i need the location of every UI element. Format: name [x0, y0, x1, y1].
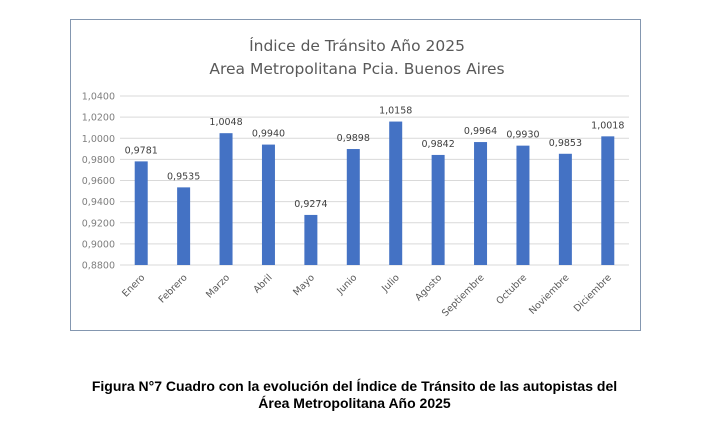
- data-label: 0,9781: [125, 145, 158, 156]
- data-label: 0,9898: [337, 133, 370, 144]
- x-tick-label: Junio: [334, 272, 359, 297]
- chart-title-line-1: Índice de Tránsito Año 2025: [249, 36, 465, 55]
- bars: [134, 121, 615, 265]
- bar: [389, 121, 403, 265]
- data-label: 0,9940: [252, 129, 285, 140]
- x-tick-label: Septiembre: [440, 272, 487, 319]
- x-tick-label: Mayo: [291, 272, 317, 298]
- x-axis-ticks: Enero Febrero Marzo Abril Mayo Junio Julio Agos…: [120, 272, 614, 319]
- caption-line-1: Figura N°7 Cuadro con la evolución del Í…: [91, 378, 618, 394]
- data-label: 0,9535: [167, 171, 200, 182]
- x-tick-label: Enero: [120, 272, 147, 299]
- data-label: 1,0158: [379, 106, 412, 117]
- bar: [601, 136, 615, 265]
- data-label: 1,0048: [209, 117, 242, 128]
- data-labels: 0,9781 0,9535 1,0048 0,9940 0,9274 0,9898 1,01…: [125, 106, 625, 210]
- x-tick-label: Diciembre: [572, 272, 614, 314]
- x-tick-label: Abril: [251, 272, 274, 295]
- y-tick-label: 1,0400: [82, 92, 115, 103]
- y-tick-label: 0,9200: [82, 218, 115, 229]
- chart-container: Índice de Tránsito Año 2025 Area Metropo…: [70, 19, 641, 331]
- bar: [177, 187, 191, 265]
- bar: [558, 153, 572, 265]
- bar: [261, 144, 275, 265]
- bar: [516, 145, 530, 265]
- data-label: 1,0018: [591, 120, 624, 131]
- x-tick-label: Noviembre: [527, 272, 572, 317]
- y-tick-label: 1,0000: [82, 134, 115, 145]
- gridlines: [120, 95, 629, 266]
- data-label: 0,9274: [294, 199, 327, 210]
- figure-caption: Figura N°7 Cuadro con la evolución del Í…: [0, 378, 709, 412]
- bar: [431, 154, 445, 265]
- data-label: 0,9853: [549, 138, 582, 149]
- x-tick-label: Febrero: [157, 272, 190, 305]
- bar: [474, 142, 488, 265]
- y-tick-label: 0,9400: [82, 197, 115, 208]
- bar-chart: Índice de Tránsito Año 2025 Area Metropo…: [82, 36, 629, 319]
- y-tick-label: 0,9600: [82, 176, 115, 187]
- chart-title-line-2: Area Metropolitana Pcia. Buenos Aires: [209, 60, 504, 78]
- y-axis-ticks: 0,8800 0,9000 0,9200 0,9400 0,9600 0,9800 1,00…: [82, 92, 115, 272]
- y-tick-label: 0,8800: [82, 261, 115, 272]
- bar: [134, 161, 148, 265]
- y-tick-label: 1,0200: [82, 113, 115, 124]
- data-label: 0,9964: [464, 126, 497, 137]
- data-label: 0,9842: [422, 139, 455, 150]
- bar: [346, 149, 360, 265]
- y-tick-label: 0,9000: [82, 239, 115, 250]
- y-tick-label: 0,9800: [82, 155, 115, 166]
- x-tick-label: Agosto: [413, 272, 444, 303]
- data-label: 0,9930: [506, 130, 539, 141]
- x-tick-label: Octubre: [494, 272, 529, 307]
- caption-line-2: Área Metropolitana Año 2025: [258, 395, 451, 411]
- bar: [304, 214, 318, 265]
- x-tick-label: Julio: [379, 272, 402, 295]
- bar: [219, 133, 233, 265]
- x-tick-label: Marzo: [204, 272, 232, 300]
